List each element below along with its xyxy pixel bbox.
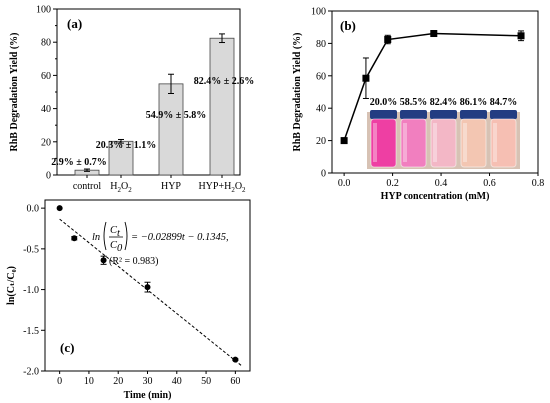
x-tick-label: 0.0 — [338, 178, 351, 189]
y-axis-label: RhB Degradation Yield (%) — [9, 33, 20, 152]
data-point — [144, 284, 151, 291]
panel-label: (b) — [340, 18, 356, 33]
y-tick-label: 0 — [46, 171, 51, 182]
data-label: 20.3% ± 1.1% — [96, 140, 157, 151]
vial-glare — [403, 123, 407, 162]
vial — [430, 118, 457, 168]
panel-label: (c) — [60, 340, 74, 355]
x-axis-label: HYP concentration (mM) — [381, 191, 490, 202]
vial — [490, 118, 517, 168]
data-point — [517, 32, 525, 40]
y-tick-label: 80 — [41, 38, 51, 49]
data-point — [232, 356, 239, 363]
x-tick-label: HYP — [161, 181, 181, 192]
vial — [370, 118, 397, 168]
bar — [209, 37, 235, 176]
x-tick-label: 10 — [84, 376, 94, 387]
panel-b: 0 20 40 60 80 100 0.0 0.2 0.4 0.6 0.8 HYP concentra… — [292, 7, 544, 203]
y-tick-label: -1.5 — [23, 326, 39, 337]
x-tick-label: 0.2 — [386, 178, 399, 189]
data-label: 54.9% ± 5.8% — [146, 110, 207, 121]
panel-a: 0 20 40 60 80 100 RhB Degradation Yield (%) (a)… — [9, 5, 254, 195]
eq-sub-t: t — [117, 228, 121, 239]
vial-cap — [370, 110, 397, 119]
y-axis-label: RhB Degradation Yield (%) — [292, 33, 303, 152]
data-label: 82.4% ± 2.6% — [194, 76, 255, 87]
y-tick-label: 20 — [316, 136, 326, 147]
x-tick-label: 0.6 — [483, 178, 496, 189]
y-tick-label: 60 — [41, 71, 51, 82]
y-tick-label: 100 — [36, 5, 51, 16]
y-tick-label: 40 — [41, 104, 51, 115]
y-tick-label: 60 — [316, 71, 326, 82]
data-label: 2.9% ± 0.7% — [51, 157, 107, 168]
y-tick-label: -0.5 — [23, 244, 39, 255]
vial-cap — [460, 110, 487, 119]
eq-denominator: C — [110, 240, 118, 251]
vial-cap — [430, 110, 457, 119]
panel-label: (a) — [67, 16, 82, 31]
y-tick-label: -1.0 — [23, 285, 39, 296]
point-label: 82.4% — [430, 97, 458, 108]
x-tick-label: 0.4 — [435, 178, 448, 189]
x-tick-label: 60 — [230, 376, 240, 387]
data-point — [71, 235, 78, 242]
y-tick-label: 80 — [316, 39, 326, 50]
x-tick-label: 20 — [113, 376, 123, 387]
data-point — [340, 137, 348, 145]
x-tick-label: 50 — [201, 376, 211, 387]
x-tick-label: HYP+H2O2 — [198, 181, 246, 194]
point-label: 86.1% — [460, 97, 488, 108]
eq-paren-left — [103, 221, 107, 251]
y-tick-label: 20 — [41, 137, 51, 148]
eq-numerator: C — [110, 225, 118, 236]
vial-cap — [490, 110, 517, 119]
r2-label: (R² = 0.983) — [109, 256, 158, 267]
x-tick-label: control — [73, 181, 102, 192]
panel-c: 0.0 -0.5 -1.0 -1.5 -2.0 0 10 20 30 40 50 60 Time (mi… — [6, 199, 251, 401]
vial-glare — [493, 123, 497, 162]
vial — [460, 118, 487, 168]
vial-cap — [400, 110, 427, 119]
axes-frame — [331, 10, 539, 174]
x-tick-label: 0 — [57, 376, 62, 387]
x-axis-label: Time (min) — [124, 390, 172, 401]
y-tick-label: -2.0 — [23, 367, 39, 378]
fit-equation: lnC tC 0= −0.02899t − 0.1345,(R² = 0.983) — [92, 221, 229, 267]
data-point — [362, 74, 370, 82]
vial — [400, 118, 427, 168]
x-tick-label: 30 — [143, 376, 153, 387]
y-tick-label: 100 — [311, 7, 326, 18]
data-point — [56, 205, 63, 212]
bar — [158, 83, 184, 176]
eq-paren-right — [124, 221, 128, 251]
point-label: 58.5% — [400, 97, 428, 108]
data-point — [384, 36, 392, 44]
data-point — [430, 30, 438, 38]
vial-glare — [463, 123, 467, 162]
y-axis-label: ln(Cₜ/C₀) — [6, 266, 17, 305]
y-tick-label: 40 — [316, 104, 326, 115]
point-label: 20.0% — [370, 97, 398, 108]
x-tick-label: 0.8 — [532, 178, 545, 189]
point-label: 84.7% — [490, 97, 518, 108]
eq-rhs: = −0.02899t − 0.1345, — [131, 232, 229, 243]
x-tick-label: H2O2 — [110, 181, 132, 194]
vial-glare — [433, 123, 437, 162]
x-tick-label: 40 — [172, 376, 182, 387]
y-tick-label: 0.0 — [27, 204, 40, 215]
data-point — [100, 257, 107, 264]
vial-glare — [373, 123, 377, 162]
y-tick-label: 0 — [321, 169, 326, 180]
eq-ln: ln — [92, 232, 100, 243]
eq-sub-0: 0 — [117, 243, 123, 254]
